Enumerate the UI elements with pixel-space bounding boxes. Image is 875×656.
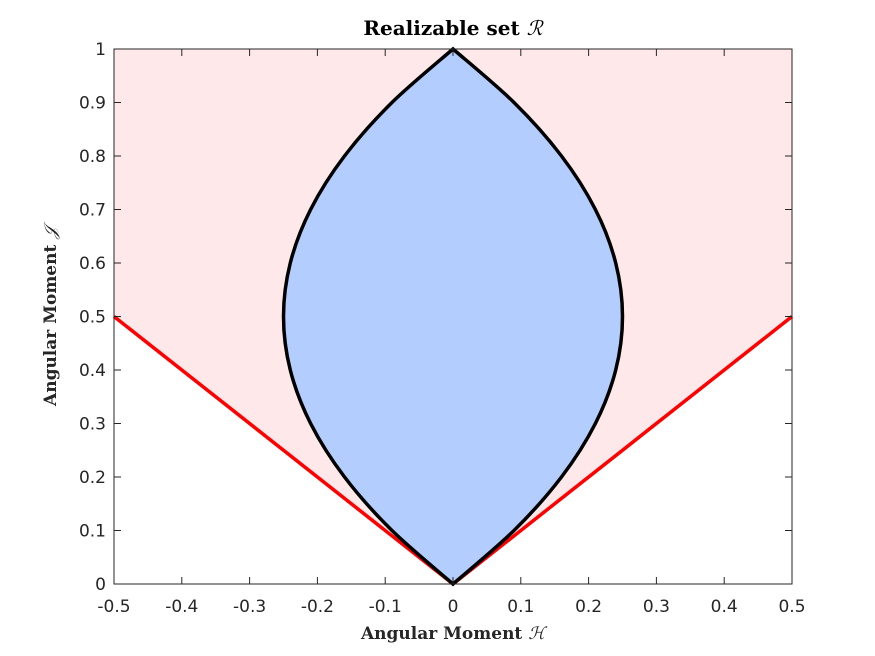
y-axis: 0 0.1 0.2 0.3 0.4 0.5 0.6 0.7 0.8 0.9 1 (79, 40, 792, 595)
inner-region-fill (283, 49, 623, 584)
y-tick-label: 0 (95, 575, 106, 595)
x-tick-label: 0.3 (643, 597, 670, 617)
x-axis-symbol: ℋ (528, 624, 548, 644)
y-tick-label: 0.2 (79, 468, 106, 488)
title-symbol: ℛ (527, 16, 545, 40)
x-tick-label: 0.1 (507, 597, 534, 617)
y-axis-label: Angular Moment 𝒥 (41, 221, 61, 407)
y-tick-label: 0.3 (79, 415, 106, 435)
y-tick-label: 0.6 (79, 254, 106, 274)
plot-area (112, 46, 794, 587)
x-tick-label: 0 (448, 597, 459, 617)
x-tick-label: -0.4 (165, 597, 198, 617)
x-axis: -0.5 -0.4 -0.3 -0.2 -0.1 0 0.1 0.2 0.3 0.4 0.5 (97, 49, 806, 617)
x-tick-label: -0.3 (233, 597, 266, 617)
x-axis-label: Angular Moment ℋ (360, 624, 548, 644)
y-tick-label: 0.1 (79, 522, 106, 542)
x-tick-label: 0.2 (575, 597, 602, 617)
y-tick-label: 0.4 (79, 361, 106, 381)
x-tick-label: -0.1 (369, 597, 402, 617)
y-tick-label: 1 (95, 40, 106, 60)
y-tick-label: 0.8 (79, 147, 106, 167)
y-tick-label: 0.7 (79, 201, 106, 221)
chart-title: Realizable set ℛ (363, 16, 544, 40)
x-tick-label: 0.5 (778, 597, 805, 617)
y-axis-symbol: 𝒥 (41, 221, 61, 240)
x-tick-label: 0.4 (711, 597, 738, 617)
x-tick-label: -0.5 (97, 597, 130, 617)
y-tick-label: 0.5 (79, 308, 106, 328)
y-tick-label: 0.9 (79, 94, 106, 114)
x-tick-label: -0.2 (301, 597, 334, 617)
